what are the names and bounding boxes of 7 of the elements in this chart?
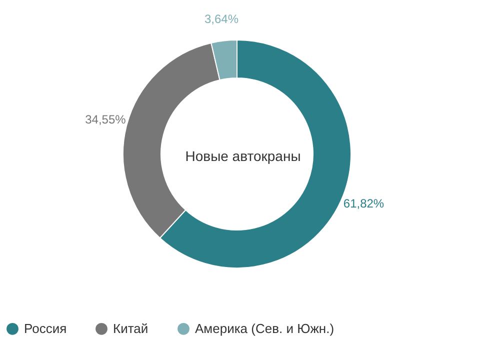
legend-label: Россия — [24, 320, 67, 336]
legend-label: Америка (Сев. и Южн.) — [195, 320, 334, 336]
legend-label: Китай — [113, 320, 148, 336]
text: Новые автокраны — [185, 148, 301, 164]
data-label: 3,64% — [204, 12, 239, 26]
data-label: 61,82% — [343, 196, 384, 210]
data-label: 34,55% — [85, 112, 126, 126]
